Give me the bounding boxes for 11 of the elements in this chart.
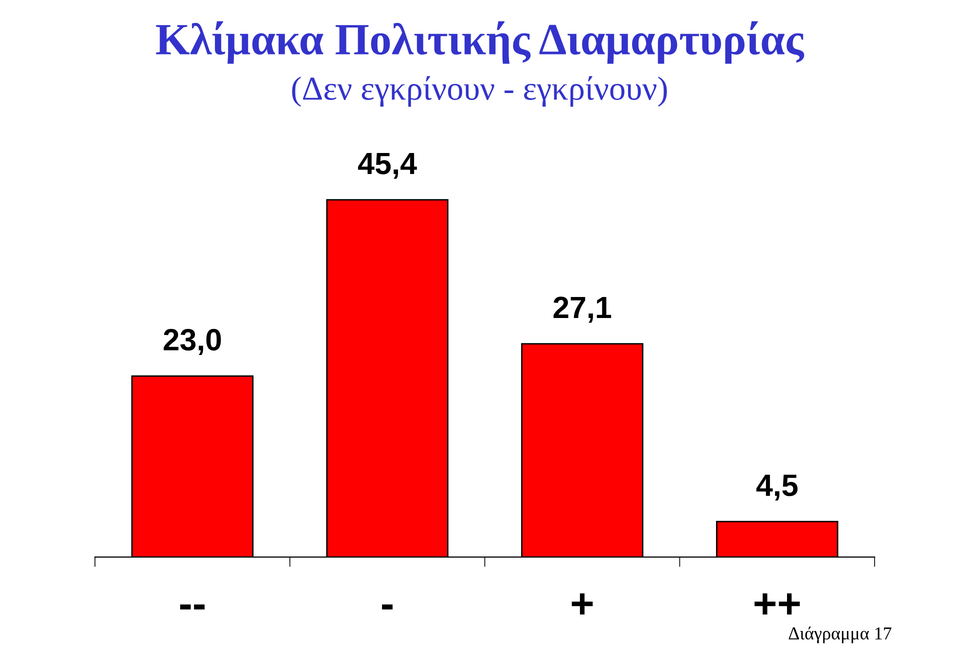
text: Διάγραμμα 17 (788, 626, 892, 644)
data-label: 45,4 (358, 153, 417, 179)
x-tick-label: -- (180, 604, 205, 610)
data-label: 4,5 (756, 474, 798, 501)
data-label: 27,1 (554, 296, 612, 323)
x-tick-label: ++ (754, 593, 800, 614)
x-tick-label: - (382, 604, 393, 610)
data-label: 23,0 (164, 328, 221, 355)
chart-subtitle: (Δεν εγκρίνουν - εγκρίνουν) (292, 76, 667, 107)
x-tick-label: + (572, 593, 593, 614)
chart-title: Κλίμακα Πολιτικής Διαμαρτυρίας (156, 21, 804, 64)
